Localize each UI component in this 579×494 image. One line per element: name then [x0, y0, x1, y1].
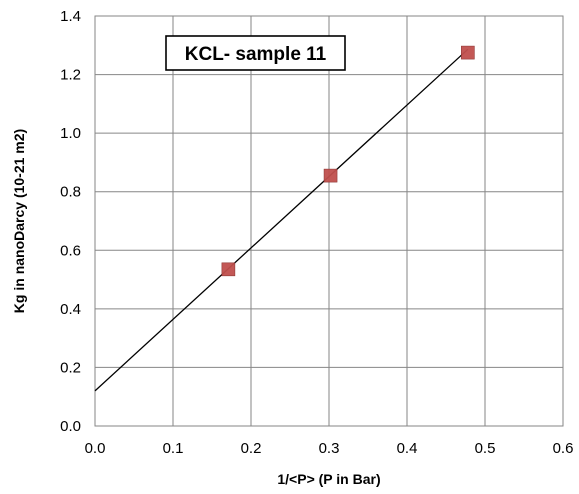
x-tick-label: 0.4	[397, 440, 418, 457]
x-tick-label: 0.0	[85, 440, 106, 457]
y-tick-label: 0.6	[60, 242, 81, 259]
y-tick-label: 1.2	[60, 67, 81, 84]
x-tick-label: 0.6	[553, 440, 574, 457]
y-axis-title: Kg in nanoDarcy (10-21 m2)	[11, 129, 27, 313]
plot-frame	[94, 15, 564, 427]
y-tick-label: 0.0	[60, 418, 81, 435]
chart-title-box: KCL- sample 11	[165, 35, 346, 71]
y-tick-label: 1.4	[60, 8, 81, 25]
x-tick-labels: 0.0 0.1 0.2 0.3 0.4 0.5 0.6	[85, 440, 574, 457]
chart-title: KCL- sample 11	[185, 44, 327, 65]
x-tick-label: 0.3	[319, 440, 340, 457]
data-point	[221, 262, 236, 277]
x-tick-label: 0.1	[163, 440, 184, 457]
x-axis-title: 1/<P> (P in Bar)	[277, 471, 380, 487]
trendline	[94, 48, 469, 392]
data-points	[221, 45, 475, 277]
x-tick-label: 0.5	[475, 440, 496, 457]
y-tick-label: 0.2	[60, 359, 81, 376]
data-point	[323, 168, 338, 183]
x-tick-label: 0.2	[241, 440, 262, 457]
y-tick-labels: 0.0 0.2 0.4 0.6 0.8 1.0 1.2 1.4	[60, 8, 81, 435]
y-tick-label: 0.8	[60, 184, 81, 201]
y-tick-label: 0.4	[60, 301, 81, 318]
data-point	[461, 45, 475, 60]
y-tick-label: 1.0	[60, 125, 81, 142]
